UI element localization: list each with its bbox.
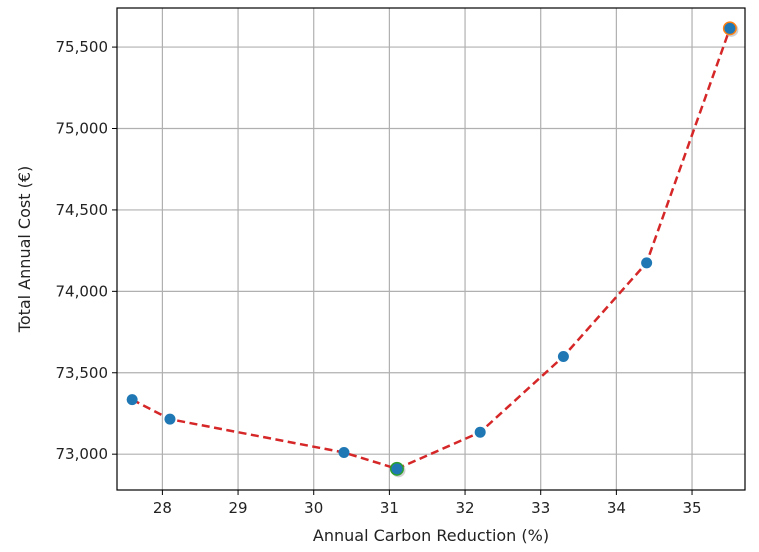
series-line <box>131 27 732 471</box>
x-tick-label: 31 <box>380 499 399 517</box>
series-polyline <box>131 27 732 471</box>
y-tick-label: 74,000 <box>56 282 109 300</box>
data-point <box>474 426 486 438</box>
data-points <box>126 22 736 475</box>
x-tick-label: 28 <box>153 499 172 517</box>
data-point <box>641 257 653 269</box>
x-axis-label: Annual Carbon Reduction (%) <box>313 526 549 545</box>
y-tick-label: 75,500 <box>56 38 109 56</box>
y-tick-label: 74,500 <box>56 201 109 219</box>
x-tick-label: 35 <box>682 499 701 517</box>
x-tick-label: 29 <box>229 499 248 517</box>
plot-frame <box>116 7 746 491</box>
data-point <box>391 463 403 475</box>
y-tick-label: 73,000 <box>56 445 109 463</box>
x-tick-label: 30 <box>304 499 323 517</box>
data-point <box>724 22 736 34</box>
x-tick-label: 32 <box>456 499 475 517</box>
x-tick-label: 33 <box>531 499 550 517</box>
data-point <box>557 350 569 362</box>
y-axis-label: Total Annual Cost (€) <box>15 166 34 333</box>
data-point <box>164 413 176 425</box>
data-point <box>126 394 138 406</box>
axis-ticks: 28 29 30 31 32 33 34 35 73,000 73,500 74,000 74,500… <box>56 38 702 517</box>
highlight-points <box>389 21 739 478</box>
y-tick-label: 73,500 <box>56 364 109 382</box>
x-tick-label: 34 <box>607 499 626 517</box>
grid <box>117 8 745 490</box>
y-tick-label: 75,000 <box>56 120 109 138</box>
data-point <box>338 447 350 459</box>
